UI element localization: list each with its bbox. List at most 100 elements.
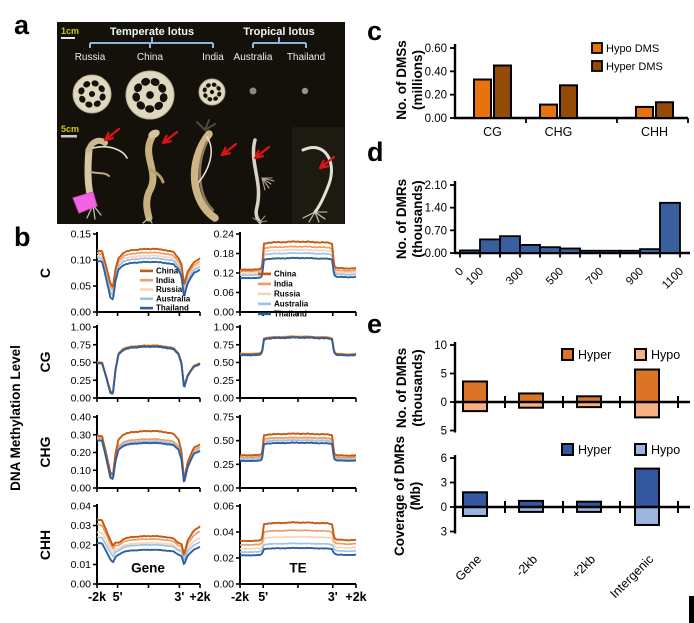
legend-swatch (258, 292, 271, 296)
series-line-china (240, 432, 357, 457)
cross-section-hole (202, 87, 207, 93)
category-label: CG (483, 125, 502, 139)
b-x-tick-label: 5' (113, 590, 123, 604)
cross-section-hole (211, 82, 217, 87)
legend-swatch (634, 348, 647, 361)
c-y-axis-title: No. of DMSs (millions) (394, 40, 425, 120)
series-line-india (239, 245, 356, 273)
bar-hyper-Gene (462, 380, 488, 404)
panel-letter-b: b (14, 222, 31, 252)
bar-hypo-CHG (539, 103, 558, 120)
legend-swatch (140, 278, 153, 282)
b-col-label-te: TE (289, 560, 307, 576)
y-tick-label: 0.25 (71, 375, 92, 387)
y-tick-label: 0.75 (214, 339, 235, 351)
y-tick-label: 0.75 (71, 339, 92, 351)
cross-section-hole (93, 100, 101, 107)
y-tick-label: 0.00 (71, 307, 92, 319)
red-arrow-icon (253, 145, 271, 160)
cross-section-hole (83, 81, 91, 88)
bar-hyper-CHG (559, 84, 578, 120)
cross-section-hole (141, 77, 151, 86)
y-tick-label: 0.18 (214, 248, 235, 260)
lotus-cross-section (198, 78, 226, 106)
country-label: India (202, 52, 224, 63)
tiny-rhizome-dot (301, 87, 309, 95)
legend-swatch (561, 348, 574, 361)
y-tick-label: 0.15 (71, 229, 92, 241)
y-tick-label: 0.02 (214, 553, 235, 565)
b-x-tick-label: +2k (345, 590, 366, 604)
y-tick-label: 0.70 (425, 225, 447, 237)
cross-section-hole (213, 96, 219, 101)
country-label: China (137, 52, 164, 63)
y-tick-label: 3 (441, 527, 447, 539)
series-line-china (96, 247, 201, 288)
x-tick-label: 100 (464, 266, 486, 288)
category-label: CHG (545, 125, 573, 139)
cross-section-hole (159, 93, 168, 103)
y-tick-label: 0.20 (425, 90, 447, 102)
x-tick-label: 500 (544, 266, 566, 288)
y-tick-label: 0.00 (71, 393, 92, 405)
series-line-thailand (96, 260, 201, 301)
y-tick-label: 0.00 (71, 579, 92, 591)
cross-section-hole (91, 80, 99, 87)
y-tick-label: 0.06 (214, 287, 235, 299)
panel-letter-c: c (367, 16, 383, 46)
series-line-india (239, 436, 357, 459)
series-line-thailand (239, 546, 357, 557)
hist-bar (559, 247, 581, 254)
legend-label: Hyper (578, 348, 611, 362)
cross-section-hole (146, 91, 154, 99)
y-tick-label: 0.01 (71, 559, 92, 571)
b-row-label-chh: CHH (37, 529, 53, 561)
y-tick-label: 1.00 (71, 322, 92, 334)
panel-letter-d: d (367, 137, 384, 167)
red-arrow-icon (161, 130, 179, 145)
b-x-tick-label: +2k (189, 590, 210, 604)
legend-label: China (274, 270, 297, 279)
cross-section-hole (209, 89, 215, 95)
series-line-thailand (96, 345, 201, 395)
y-tick-label: 0.10 (71, 465, 92, 477)
cross-section-hole (203, 93, 208, 99)
bar-hypo-Intergenic (634, 401, 660, 419)
b-row-label-cg: CG (37, 351, 53, 373)
red-arrow-icon (103, 127, 121, 142)
y-tick-label: 0.12 (214, 268, 235, 280)
y-tick-label: 5 (441, 369, 447, 381)
hist-bar (599, 249, 621, 254)
bar-hypo-Intergenic (634, 506, 660, 526)
legend-swatch (561, 443, 574, 456)
panel-letter-e: e (367, 309, 383, 339)
pink-tag (72, 191, 98, 214)
series-line-india (239, 335, 356, 356)
series-line-china (96, 518, 201, 556)
y-tick-label: 0.00 (214, 393, 235, 405)
legend-swatch (140, 269, 153, 273)
series-line-china (239, 240, 357, 271)
y-tick-label: 0.30 (71, 429, 92, 441)
y-tick-label: 0.04 (214, 527, 235, 539)
y-tick-label: 0.03 (71, 520, 92, 532)
category-label: +2kb (569, 552, 598, 581)
y-tick-label: 0.06 (214, 501, 235, 513)
cross-section-hole (145, 105, 155, 113)
legend-swatch (258, 302, 271, 306)
cross-section-hole (217, 91, 222, 97)
lotus-photo-panel: 1cm 5cm Temperate lotus Tropical lotus (57, 22, 345, 224)
y-tick-label: 0.20 (71, 447, 92, 459)
x-tick-label: 0 (453, 266, 466, 279)
b-x-tick-label: 3' (328, 590, 338, 604)
scale-bar-1cm (61, 37, 75, 39)
legend-label: China (156, 267, 179, 276)
b-x-tick-label: 3' (174, 590, 184, 604)
category-label: CHH (641, 125, 668, 139)
x-tick-label: 700 (584, 266, 606, 288)
legend-label: Australia (156, 294, 191, 303)
bar-hypo-CG (473, 78, 492, 119)
scale-label-5cm: 5cm (61, 124, 79, 134)
